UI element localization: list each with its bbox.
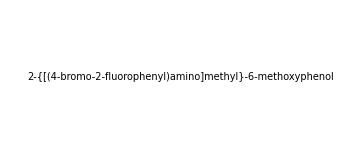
Text: 2-{[(4-bromo-2-fluorophenyl)amino]methyl}-6-methoxyphenol: 2-{[(4-bromo-2-fluorophenyl)amino]methyl… bbox=[28, 72, 334, 82]
